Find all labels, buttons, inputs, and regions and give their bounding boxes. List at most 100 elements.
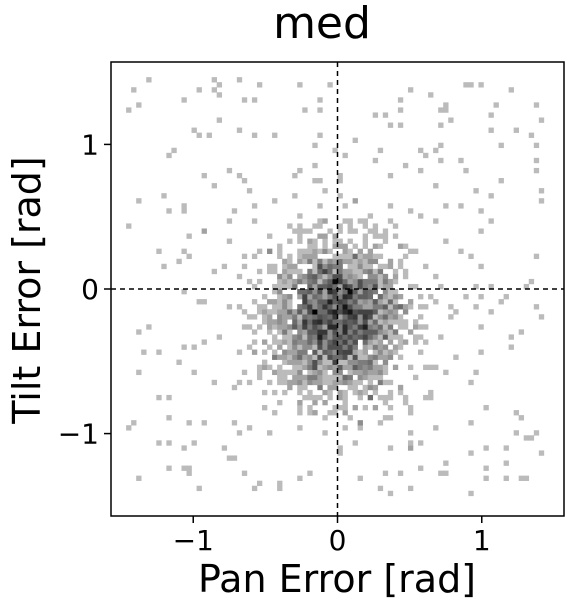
y-axis-ticks: −1 0 1 [58, 128, 111, 451]
heatmap-cell [251, 132, 258, 138]
heatmap-cell [287, 324, 293, 330]
heatmap-cell [136, 475, 142, 481]
heatmap-cell [357, 359, 363, 365]
heatmap-cell [337, 268, 343, 275]
heatmap-cell [397, 263, 404, 270]
heatmap-cell [337, 294, 343, 300]
heatmap-cell [156, 394, 162, 401]
heatmap-cell [312, 258, 318, 265]
heatmap-cell [337, 405, 343, 411]
heatmap-cell [277, 344, 283, 350]
heatmap-cell [312, 223, 318, 229]
heatmap-cell [337, 339, 343, 345]
heatmap-cell [307, 379, 313, 386]
heatmap-cell [423, 394, 429, 401]
heatmap-cell [382, 470, 389, 476]
heatmap-cell [387, 339, 394, 345]
heatmap-cell [357, 218, 363, 224]
heatmap-cell [317, 354, 323, 360]
heatmap-cell [277, 283, 283, 290]
heatmap-cell [332, 324, 338, 330]
heatmap-cell [428, 389, 434, 396]
heatmap-cell [297, 223, 303, 229]
heatmap-cell [382, 289, 389, 295]
heatmap-cell [317, 299, 323, 305]
heatmap-cell [392, 319, 399, 325]
heatmap-cell [241, 178, 248, 184]
heatmap-cell [367, 304, 374, 310]
heatmap-cell [277, 243, 283, 249]
heatmap-cell [538, 450, 545, 456]
heatmap-cell [337, 379, 343, 386]
heatmap-cell [438, 107, 444, 113]
heatmap-cell [418, 440, 424, 446]
heatmap-cell [297, 364, 303, 371]
heatmap-cell [397, 304, 404, 310]
heatmap-cell [302, 304, 308, 310]
heatmap-cell [372, 324, 379, 330]
heatmap-cell [287, 379, 293, 386]
heatmap-cell [382, 369, 389, 376]
heatmap-cell [468, 253, 474, 260]
heatmap-cell [297, 405, 303, 411]
heatmap-cell [488, 112, 494, 118]
heatmap-cell [282, 369, 288, 376]
heatmap-cell [262, 304, 268, 310]
heatmap-cell [402, 394, 409, 401]
heatmap-cell [362, 329, 368, 335]
heatmap-cell [201, 228, 207, 234]
heatmap-cell [367, 339, 374, 345]
heatmap-cell [216, 334, 223, 340]
heatmap-cell [312, 289, 318, 295]
heatmap-cell [236, 77, 243, 83]
heatmap-cell [322, 243, 328, 249]
heatmap-cell [337, 223, 343, 229]
heatmap-cell [327, 289, 333, 295]
heatmap-cell [241, 97, 248, 103]
heatmap-cell [236, 172, 243, 179]
heatmap-cell [372, 157, 379, 164]
heatmap-cell [251, 339, 258, 345]
heatmap-cell [387, 445, 394, 451]
heatmap-cell [377, 364, 384, 371]
heatmap-cell [272, 283, 278, 290]
heatmap-cell [382, 314, 389, 320]
heatmap-cell [463, 167, 469, 174]
heatmap-cell [322, 349, 328, 355]
heatmap-cell [297, 289, 303, 295]
heatmap-cell [367, 299, 374, 305]
heatmap-cell [176, 359, 182, 365]
heatmap-cell [166, 394, 172, 401]
heatmap-cell [196, 132, 202, 138]
heatmap-cell [236, 379, 243, 386]
heatmap-cell [402, 304, 409, 310]
heatmap-cell [337, 389, 343, 396]
heatmap-cell [382, 283, 389, 290]
heatmap-cell [312, 410, 318, 416]
heatmap-cell [377, 299, 384, 305]
heatmap-cell [267, 314, 273, 320]
heatmap-cell [236, 349, 243, 355]
heatmap-cell [357, 283, 363, 290]
heatmap-cell [352, 354, 358, 360]
heatmap-cell [357, 263, 363, 270]
heatmap-cell [357, 273, 363, 280]
heatmap-cell [297, 273, 303, 280]
heatmap-cell [277, 324, 283, 330]
y-tick-label: 1 [81, 128, 99, 161]
heatmap-cell [246, 314, 253, 320]
heatmap-cell [372, 329, 379, 335]
heatmap-cell [126, 107, 132, 113]
heatmap-cell [282, 354, 288, 360]
heatmap-cell [418, 324, 424, 330]
heatmap-cell [538, 314, 545, 320]
heatmap-cell [231, 384, 238, 391]
heatmap-cell [317, 97, 323, 103]
heatmap-cell [418, 213, 424, 219]
heatmap-cell [488, 193, 494, 199]
heatmap-cell [317, 132, 323, 138]
heatmap-cell [362, 218, 368, 224]
heatmap-cell [342, 253, 348, 260]
heatmap-cell [342, 258, 348, 265]
heatmap-cell [302, 273, 308, 280]
